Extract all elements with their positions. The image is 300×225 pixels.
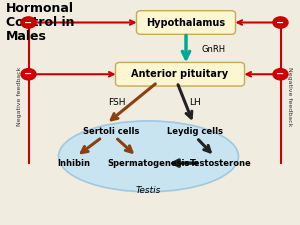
FancyBboxPatch shape (116, 62, 244, 86)
Circle shape (273, 69, 288, 80)
Text: FSH: FSH (108, 98, 126, 107)
Text: −: − (276, 69, 285, 79)
Circle shape (21, 17, 36, 28)
Text: Spermatogenesis: Spermatogenesis (107, 159, 190, 168)
Text: LH: LH (189, 98, 201, 107)
Text: Anterior pituitary: Anterior pituitary (131, 69, 229, 79)
Text: Negative feedback: Negative feedback (17, 67, 22, 126)
Text: GnRH: GnRH (201, 45, 225, 54)
Text: Testis: Testis (136, 186, 161, 195)
Text: Leydig cells: Leydig cells (167, 127, 223, 136)
Text: Inhibin: Inhibin (57, 159, 90, 168)
Text: −: − (24, 18, 33, 27)
Circle shape (273, 17, 288, 28)
Text: Sertoli cells: Sertoli cells (83, 127, 139, 136)
Text: Hormonal
Control in
Males: Hormonal Control in Males (6, 2, 74, 43)
Text: −: − (24, 69, 33, 79)
Text: Negative feedback: Negative feedback (287, 67, 292, 126)
Ellipse shape (58, 121, 239, 192)
FancyBboxPatch shape (136, 11, 236, 34)
Text: Testosterone: Testosterone (190, 159, 251, 168)
Text: −: − (276, 18, 285, 27)
Text: Hypothalamus: Hypothalamus (146, 18, 226, 27)
Circle shape (21, 69, 36, 80)
